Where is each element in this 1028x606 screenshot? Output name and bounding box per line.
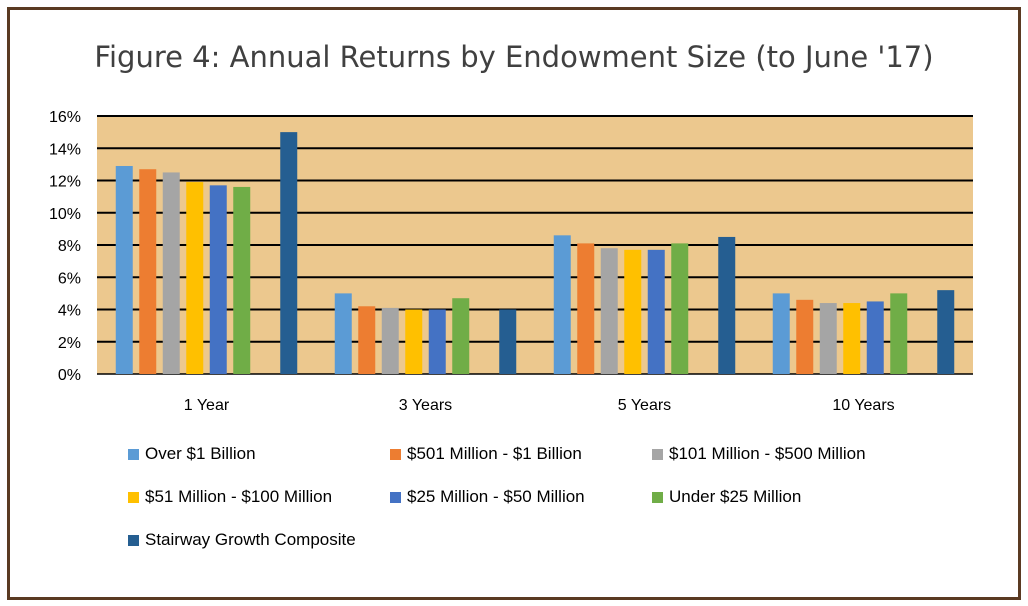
bar bbox=[796, 299, 814, 374]
bar bbox=[718, 236, 736, 374]
bar bbox=[452, 298, 470, 374]
bar bbox=[647, 249, 665, 374]
legend-item: $101 Million - $500 Million bbox=[652, 444, 866, 464]
legend-item: $51 Million - $100 Million bbox=[128, 487, 332, 507]
bar bbox=[280, 132, 298, 374]
legend-item: Under $25 Million bbox=[652, 487, 801, 507]
x-tick-label: 3 Years bbox=[399, 397, 452, 414]
bars bbox=[115, 132, 955, 374]
bar bbox=[334, 293, 352, 374]
y-tick-label: 12% bbox=[49, 174, 81, 191]
bar bbox=[819, 303, 837, 374]
bar bbox=[405, 309, 423, 374]
x-tick-label: 1 Year bbox=[184, 397, 230, 414]
bar bbox=[866, 301, 884, 374]
y-tick-label: 16% bbox=[49, 109, 81, 126]
legend-swatch bbox=[390, 448, 401, 460]
bar bbox=[937, 290, 955, 374]
legend-label: $501 Million - $1 Billion bbox=[407, 444, 582, 463]
bar bbox=[624, 249, 642, 374]
bar bbox=[162, 172, 180, 374]
bar bbox=[600, 248, 618, 374]
legend-swatch bbox=[128, 491, 139, 503]
legend-swatch bbox=[390, 491, 401, 503]
legend-swatch bbox=[128, 534, 139, 546]
chart-title: Figure 4: Annual Returns by Endowment Si… bbox=[94, 40, 934, 74]
legend-item: Stairway Growth Composite bbox=[128, 530, 356, 550]
legend-label: $25 Million - $50 Million bbox=[407, 487, 585, 506]
bar bbox=[428, 309, 446, 374]
legend-label: Under $25 Million bbox=[669, 487, 802, 506]
x-tick-label: 5 Years bbox=[618, 397, 671, 414]
bar bbox=[381, 307, 399, 374]
y-tick-label: 0% bbox=[58, 367, 81, 384]
y-tick-label: 14% bbox=[49, 141, 81, 158]
bar bbox=[233, 186, 251, 374]
x-axis-ticks: 1 Year 3 Years 5 Years 10 Years bbox=[184, 397, 895, 414]
legend-label: $101 Million - $500 Million bbox=[669, 444, 866, 463]
bar bbox=[553, 235, 571, 374]
legend-item: $501 Million - $1 Billion bbox=[390, 444, 582, 464]
y-tick-label: 2% bbox=[58, 335, 81, 352]
bar bbox=[499, 309, 517, 374]
legend-item: Over $1 Billion bbox=[128, 444, 256, 464]
y-tick-label: 8% bbox=[58, 238, 81, 255]
bar bbox=[186, 182, 204, 374]
y-tick-label: 4% bbox=[58, 303, 81, 320]
bar bbox=[843, 303, 861, 374]
legend-swatch bbox=[128, 448, 139, 460]
bar bbox=[671, 243, 689, 374]
bar bbox=[890, 293, 908, 374]
bar bbox=[358, 306, 376, 374]
legend-label: Stairway Growth Composite bbox=[145, 530, 356, 549]
bar bbox=[772, 293, 790, 374]
legend-label: $51 Million - $100 Million bbox=[145, 487, 333, 506]
bar bbox=[139, 169, 157, 374]
bar bbox=[577, 243, 595, 374]
legend-swatch bbox=[652, 491, 663, 503]
bar bbox=[115, 165, 133, 374]
y-tick-label: 6% bbox=[58, 270, 81, 287]
bar bbox=[209, 185, 227, 374]
x-tick-label: 10 Years bbox=[832, 397, 894, 414]
legend-swatch bbox=[652, 448, 663, 460]
legend-label: Over $1 Billion bbox=[145, 444, 256, 463]
legend-item: $25 Million - $50 Million bbox=[390, 487, 585, 507]
y-tick-label: 10% bbox=[49, 206, 81, 223]
y-axis-ticks: 0% 2% 4% 6% 8% 10% 12% 14% 16% bbox=[49, 109, 81, 384]
